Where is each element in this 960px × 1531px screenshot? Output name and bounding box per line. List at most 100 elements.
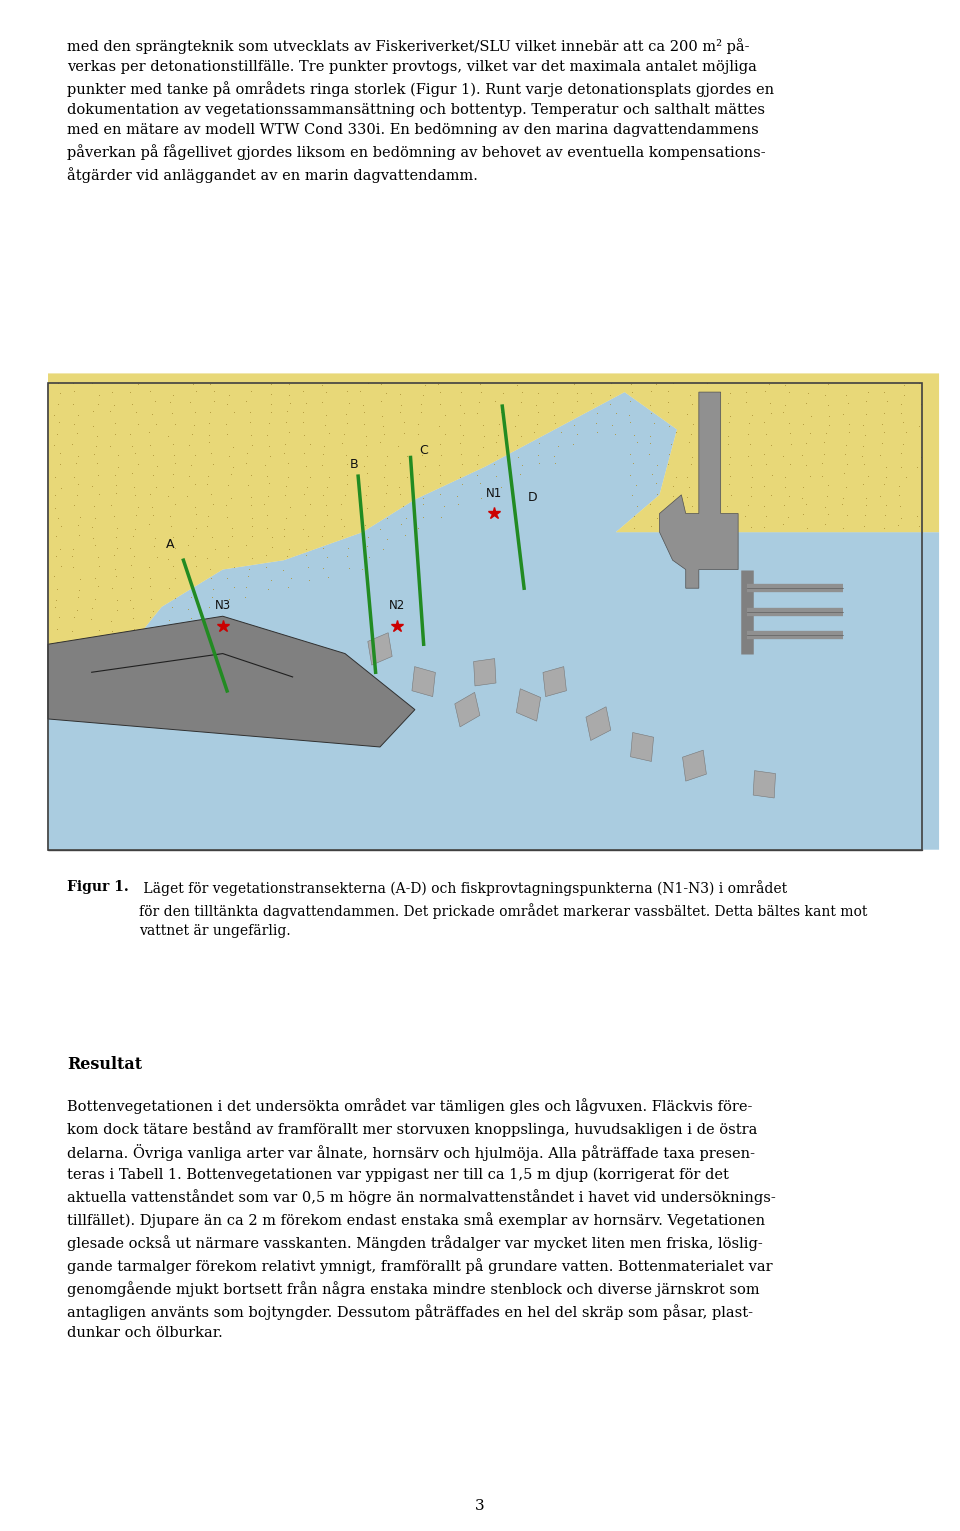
Text: B: B (349, 458, 358, 472)
Point (125, 605, 140, 629)
Point (756, 514, 771, 539)
Point (875, 430, 890, 455)
Point (258, 554, 274, 579)
Point (300, 556, 315, 580)
Point (188, 502, 204, 527)
Point (411, 421, 426, 446)
Point (164, 401, 180, 426)
Point (359, 461, 374, 485)
Point (418, 372, 433, 397)
Point (374, 403, 390, 427)
Point (278, 475, 294, 499)
Point (649, 482, 664, 507)
Point (131, 495, 146, 519)
Point (47, 403, 62, 427)
Point (144, 495, 159, 519)
Point (531, 400, 546, 424)
Point (700, 421, 715, 446)
Point (51, 410, 66, 435)
Point (109, 516, 125, 540)
Point (777, 493, 792, 517)
Polygon shape (473, 658, 496, 686)
Point (719, 493, 734, 517)
Point (781, 421, 797, 446)
Point (165, 525, 180, 550)
Point (238, 533, 253, 557)
Point (49, 629, 64, 654)
Point (719, 513, 734, 537)
Point (181, 432, 197, 456)
Point (160, 424, 176, 449)
Point (660, 452, 676, 476)
Point (278, 505, 294, 530)
Point (879, 389, 895, 413)
Point (302, 464, 318, 488)
Point (317, 413, 332, 438)
Point (131, 372, 146, 397)
Point (219, 565, 234, 589)
Point (64, 619, 80, 643)
Point (373, 372, 389, 397)
Point (415, 433, 430, 458)
Point (204, 524, 220, 548)
Point (276, 557, 291, 582)
Point (352, 380, 368, 404)
Point (642, 392, 658, 416)
Point (84, 514, 100, 539)
Point (47, 496, 62, 521)
Point (103, 609, 118, 634)
Point (700, 493, 715, 517)
Point (744, 514, 759, 539)
Point (204, 491, 220, 516)
Point (856, 514, 872, 539)
Point (509, 432, 524, 456)
Point (379, 472, 395, 496)
Point (225, 435, 240, 459)
Point (681, 513, 696, 537)
Point (85, 413, 101, 438)
Point (707, 462, 722, 487)
Point (438, 403, 453, 427)
Text: A: A (166, 537, 175, 551)
Point (226, 455, 241, 479)
Point (222, 586, 237, 611)
Point (318, 403, 333, 427)
Point (53, 648, 68, 672)
Point (764, 462, 780, 487)
Point (493, 400, 509, 424)
Point (181, 464, 197, 488)
Point (876, 516, 891, 540)
Point (860, 380, 876, 404)
Point (411, 412, 426, 436)
Point (531, 444, 546, 468)
Point (892, 495, 907, 519)
Point (741, 410, 756, 435)
Point (475, 413, 491, 438)
Point (70, 599, 85, 623)
Point (490, 442, 505, 467)
Point (200, 472, 215, 496)
Point (334, 430, 349, 455)
Point (452, 413, 468, 438)
Point (91, 383, 107, 407)
Point (415, 442, 430, 467)
Point (319, 475, 334, 499)
Point (220, 533, 235, 557)
Point (722, 472, 737, 496)
Point (70, 403, 85, 427)
Point (355, 557, 371, 582)
Point (547, 450, 563, 475)
Point (66, 605, 82, 629)
Point (205, 452, 221, 476)
Point (296, 400, 311, 424)
Point (372, 430, 388, 455)
Point (627, 504, 642, 528)
Point (475, 435, 491, 459)
Point (625, 484, 640, 508)
Polygon shape (48, 392, 939, 850)
Polygon shape (683, 750, 707, 781)
Point (279, 400, 295, 424)
Point (245, 505, 260, 530)
Point (909, 504, 924, 528)
Point (433, 432, 448, 456)
